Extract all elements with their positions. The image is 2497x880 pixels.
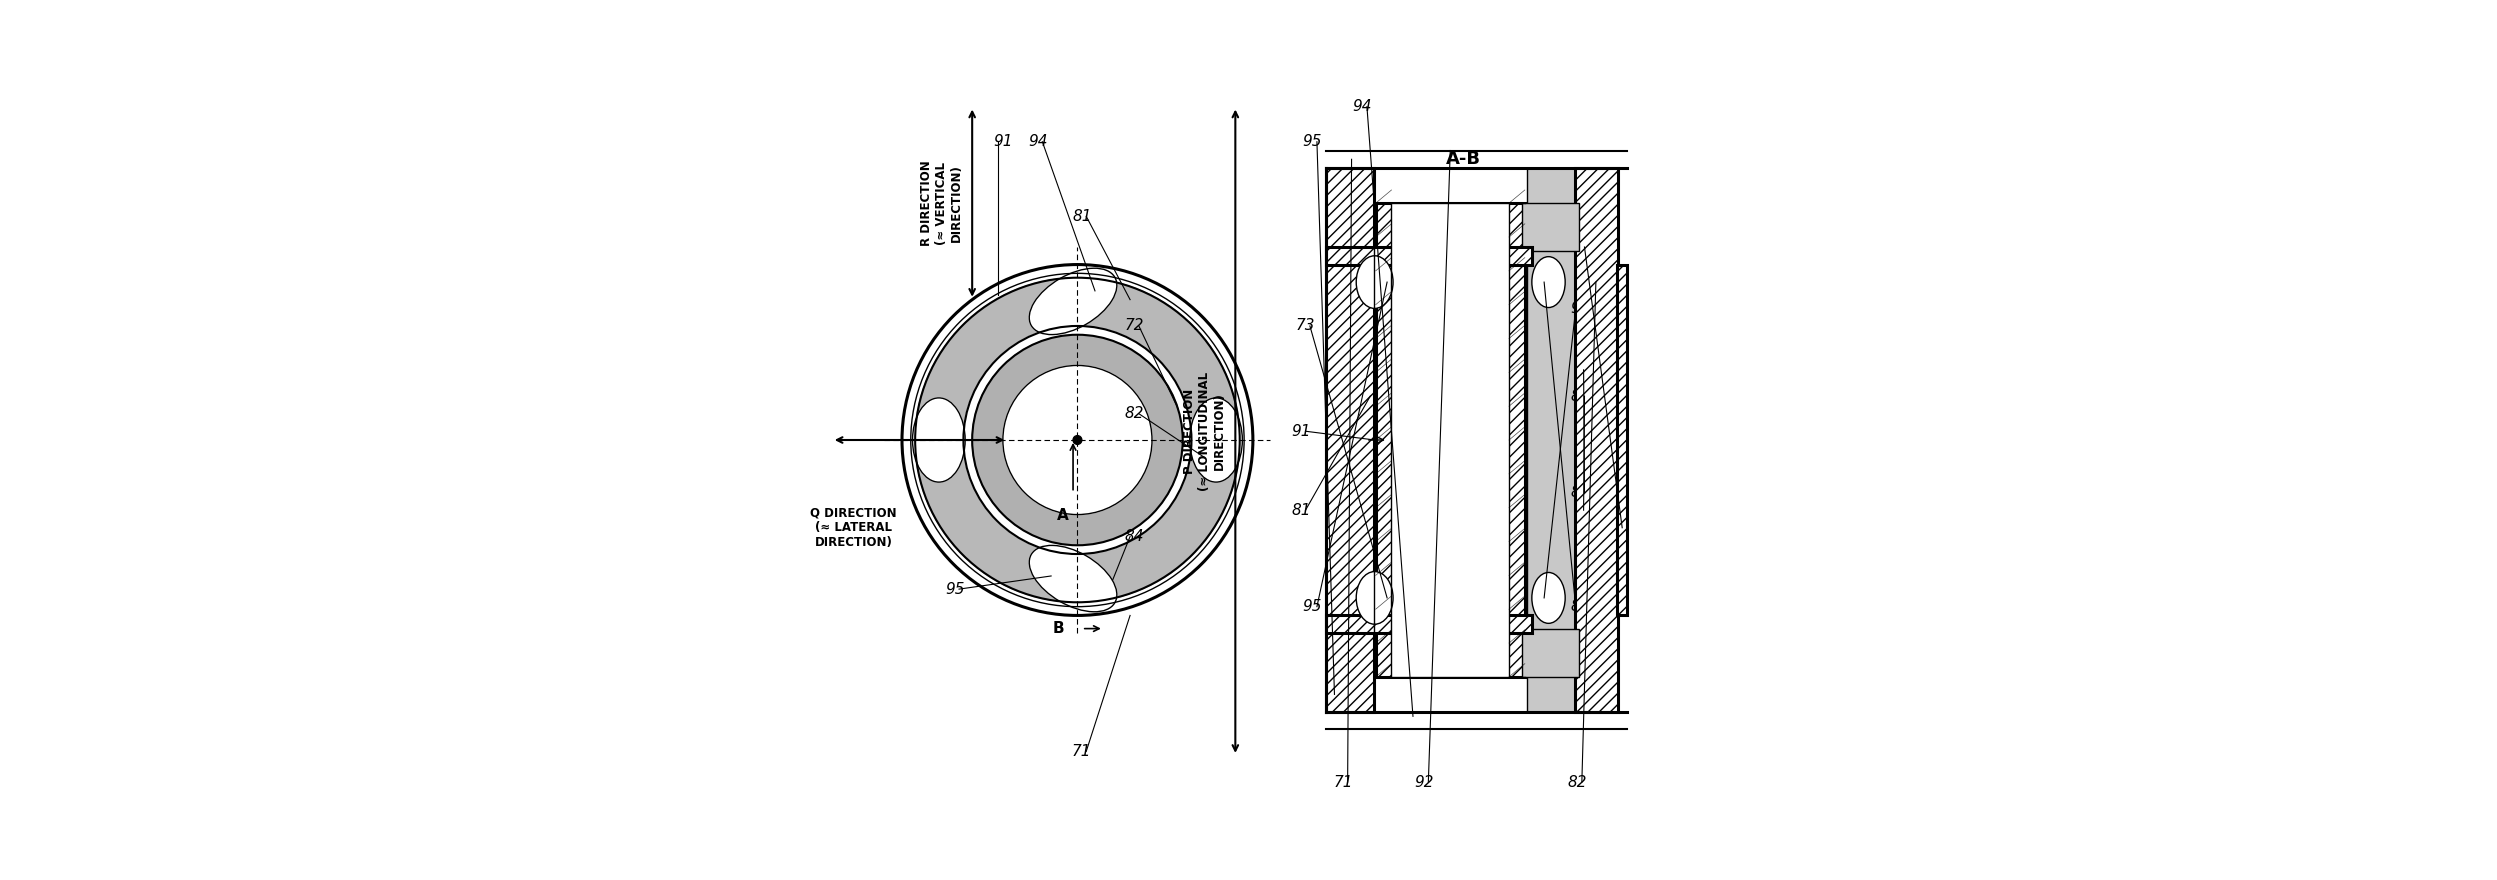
Ellipse shape <box>911 398 966 482</box>
Bar <box>1523 203 1578 252</box>
Text: R DIRECTION
(≈ VERTICAL
DIRECTION): R DIRECTION (≈ VERTICAL DIRECTION) <box>919 160 964 246</box>
Bar <box>1326 247 1531 265</box>
Bar <box>1523 628 1578 677</box>
Text: 82: 82 <box>1124 407 1144 422</box>
Bar <box>1326 168 1373 712</box>
Text: A: A <box>1056 509 1069 524</box>
Text: 93: 93 <box>1571 301 1591 316</box>
Ellipse shape <box>1531 257 1566 307</box>
Text: 81: 81 <box>1071 209 1091 224</box>
Text: 95: 95 <box>1303 135 1323 150</box>
Circle shape <box>964 326 1191 554</box>
Circle shape <box>1074 436 1081 444</box>
Text: 94: 94 <box>1353 99 1373 114</box>
Bar <box>1618 265 1628 615</box>
Text: 71: 71 <box>1333 774 1353 789</box>
Bar <box>1391 203 1508 677</box>
Text: B: B <box>1054 621 1064 636</box>
Bar <box>1576 168 1618 712</box>
Ellipse shape <box>1356 572 1393 624</box>
Ellipse shape <box>1029 268 1116 334</box>
Text: P DIRECTION
(≈ LONGITUDINAL
DIRECTION): P DIRECTION (≈ LONGITUDINAL DIRECTION) <box>1184 371 1226 491</box>
Text: 83: 83 <box>1571 485 1591 500</box>
Circle shape <box>964 326 1191 554</box>
Text: 82: 82 <box>1568 774 1588 789</box>
Text: 73: 73 <box>1296 319 1316 334</box>
Circle shape <box>1004 365 1151 515</box>
Text: A-B: A-B <box>1446 150 1481 168</box>
Bar <box>1526 168 1576 712</box>
Circle shape <box>916 278 1239 602</box>
Bar <box>1376 203 1526 677</box>
Circle shape <box>971 334 1184 546</box>
Text: 92: 92 <box>1413 774 1433 789</box>
Text: 84: 84 <box>1124 529 1144 544</box>
Bar <box>1326 615 1531 633</box>
Text: Q DIRECTION
(≈ LATERAL
DIRECTION): Q DIRECTION (≈ LATERAL DIRECTION) <box>812 506 896 549</box>
Text: 95: 95 <box>944 582 964 597</box>
Text: 72: 72 <box>1124 319 1144 334</box>
Text: 85: 85 <box>1571 389 1591 404</box>
Ellipse shape <box>1531 573 1566 623</box>
Ellipse shape <box>1356 256 1393 308</box>
Text: 91: 91 <box>1291 424 1311 439</box>
Ellipse shape <box>1029 546 1116 612</box>
Text: 81: 81 <box>1291 502 1311 517</box>
Text: 72: 72 <box>1571 239 1591 254</box>
Text: 95: 95 <box>1303 599 1323 614</box>
Text: 84: 84 <box>1571 599 1591 614</box>
Text: 94: 94 <box>1029 135 1049 150</box>
Text: 91: 91 <box>994 135 1014 150</box>
Ellipse shape <box>1189 398 1244 482</box>
Circle shape <box>916 278 1239 602</box>
Text: 71: 71 <box>1071 744 1091 759</box>
